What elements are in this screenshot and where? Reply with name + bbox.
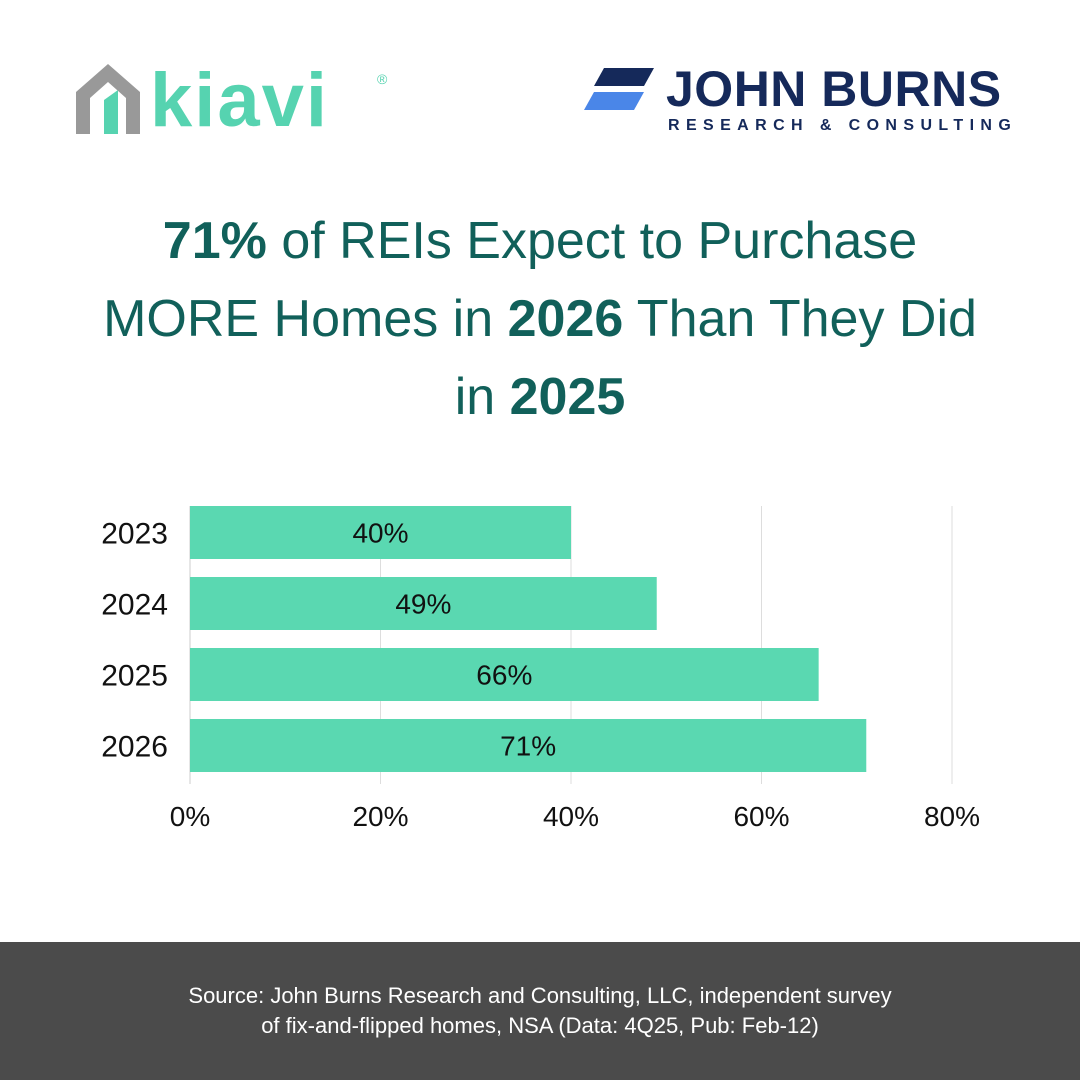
john-burns-subtitle: RESEARCH & CONSULTING: [668, 117, 1018, 134]
x-tick-label-0: 0%: [170, 801, 210, 830]
stripes-icon: [584, 68, 654, 110]
house-icon: [76, 64, 140, 134]
bar-2023: [190, 506, 571, 559]
title-text-2: Than They Did in: [454, 290, 977, 426]
data-label-2025: 66%: [476, 660, 532, 691]
bar-2024: [190, 577, 657, 630]
title-highlight-percent: 71%: [162, 212, 267, 270]
title-highlight-2025: 2025: [509, 368, 626, 426]
john-burns-name: JOHN BURNS: [666, 61, 1002, 117]
data-label-2026: 71%: [500, 731, 556, 762]
x-tick-label-40: 40%: [543, 801, 599, 830]
x-tick-label-60: 60%: [733, 801, 789, 830]
x-tick-label-20: 20%: [352, 801, 408, 830]
registered-mark: ®: [377, 71, 388, 87]
y-tick-label-2026: 2026: [101, 731, 168, 764]
y-tick-label-2024: 2024: [101, 589, 168, 622]
data-label-2024: 49%: [395, 589, 451, 620]
data-label-2023: 40%: [352, 518, 408, 549]
title-highlight-2026: 2026: [507, 290, 624, 348]
x-tick-label-80: 80%: [924, 801, 980, 830]
y-tick-label-2023: 2023: [101, 518, 168, 551]
kiavi-wordmark: kiavi: [150, 62, 329, 138]
page-title: 71% of REIs Expect to Purchase MORE Home…: [90, 202, 990, 436]
y-tick-label-2025: 2025: [101, 660, 168, 693]
kiavi-logo: kiavi ®: [76, 62, 388, 138]
source-footer: Source: John Burns Research and Consulti…: [0, 942, 1080, 1080]
bar-2025: [190, 648, 819, 701]
john-burns-logo: JOHN BURNS RESEARCH & CONSULTING: [582, 62, 1012, 142]
source-text: Source: John Burns Research and Consulti…: [188, 983, 892, 1038]
bar-chart: 40% 2023 49% 2024 66% 2025 71% 2026 0% 20% 40% 60% 8…: [101, 506, 980, 830]
bar-2026: [190, 719, 867, 772]
title-text-1: of REIs Expect to Purchase MORE Homes in: [103, 212, 918, 348]
